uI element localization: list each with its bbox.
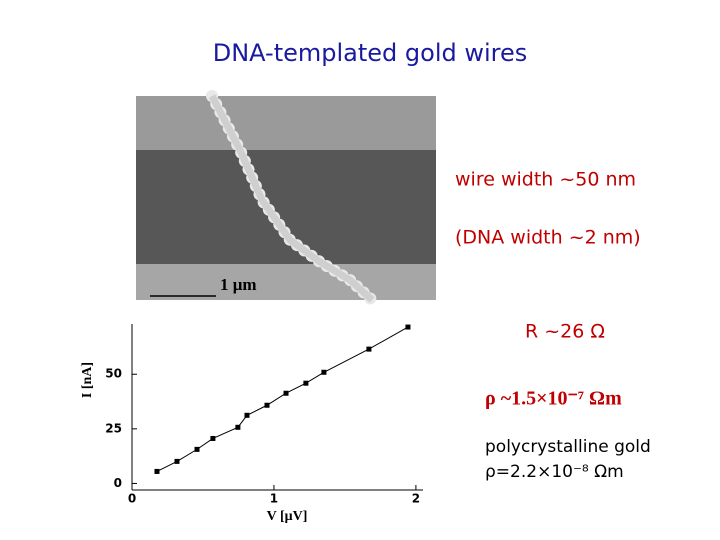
data-point	[283, 390, 289, 396]
gold-wire-core	[208, 94, 375, 303]
annotation: R ~26 Ω	[525, 321, 605, 343]
data-point	[303, 380, 309, 386]
annotation: ρ=2.2×10⁻⁸ Ωm	[485, 462, 624, 482]
annotation: ρ ~1.5×10⁻⁷ Ωm	[485, 388, 622, 410]
x-tick-label: 1	[270, 492, 278, 506]
series-line	[156, 326, 409, 472]
y-tick-label: 25	[105, 421, 122, 435]
y-axis-label: I [nA]	[80, 362, 95, 398]
annotation: polycrystalline gold	[485, 437, 651, 457]
slide-title: DNA-templated gold wires	[213, 39, 528, 67]
data-point	[174, 458, 180, 464]
scale-label: 1 μm	[220, 275, 257, 294]
data-point	[194, 446, 200, 452]
x-tick-label: 2	[412, 492, 420, 506]
data-point	[264, 402, 270, 408]
data-point	[244, 412, 250, 418]
annotation: wire width ~50 nm	[455, 169, 636, 191]
x-tick-label: 0	[128, 492, 136, 506]
iv-chart: 0 1 2 0 25 50 V [μV] I [nA]	[80, 324, 423, 524]
data-point	[405, 324, 411, 330]
annotation: (DNA width ~2 nm)	[455, 227, 641, 249]
data-point	[366, 346, 372, 352]
data-point	[210, 435, 216, 441]
data-point	[154, 468, 160, 474]
sem-electrode	[136, 264, 436, 300]
data-point	[321, 369, 327, 375]
sem-gap	[136, 150, 436, 264]
data-point	[235, 424, 241, 430]
y-tick-label: 50	[105, 367, 122, 381]
y-tick-label: 0	[114, 476, 122, 490]
sem-image: 1 μm	[136, 90, 436, 306]
x-axis-label: V [μV]	[267, 509, 308, 524]
